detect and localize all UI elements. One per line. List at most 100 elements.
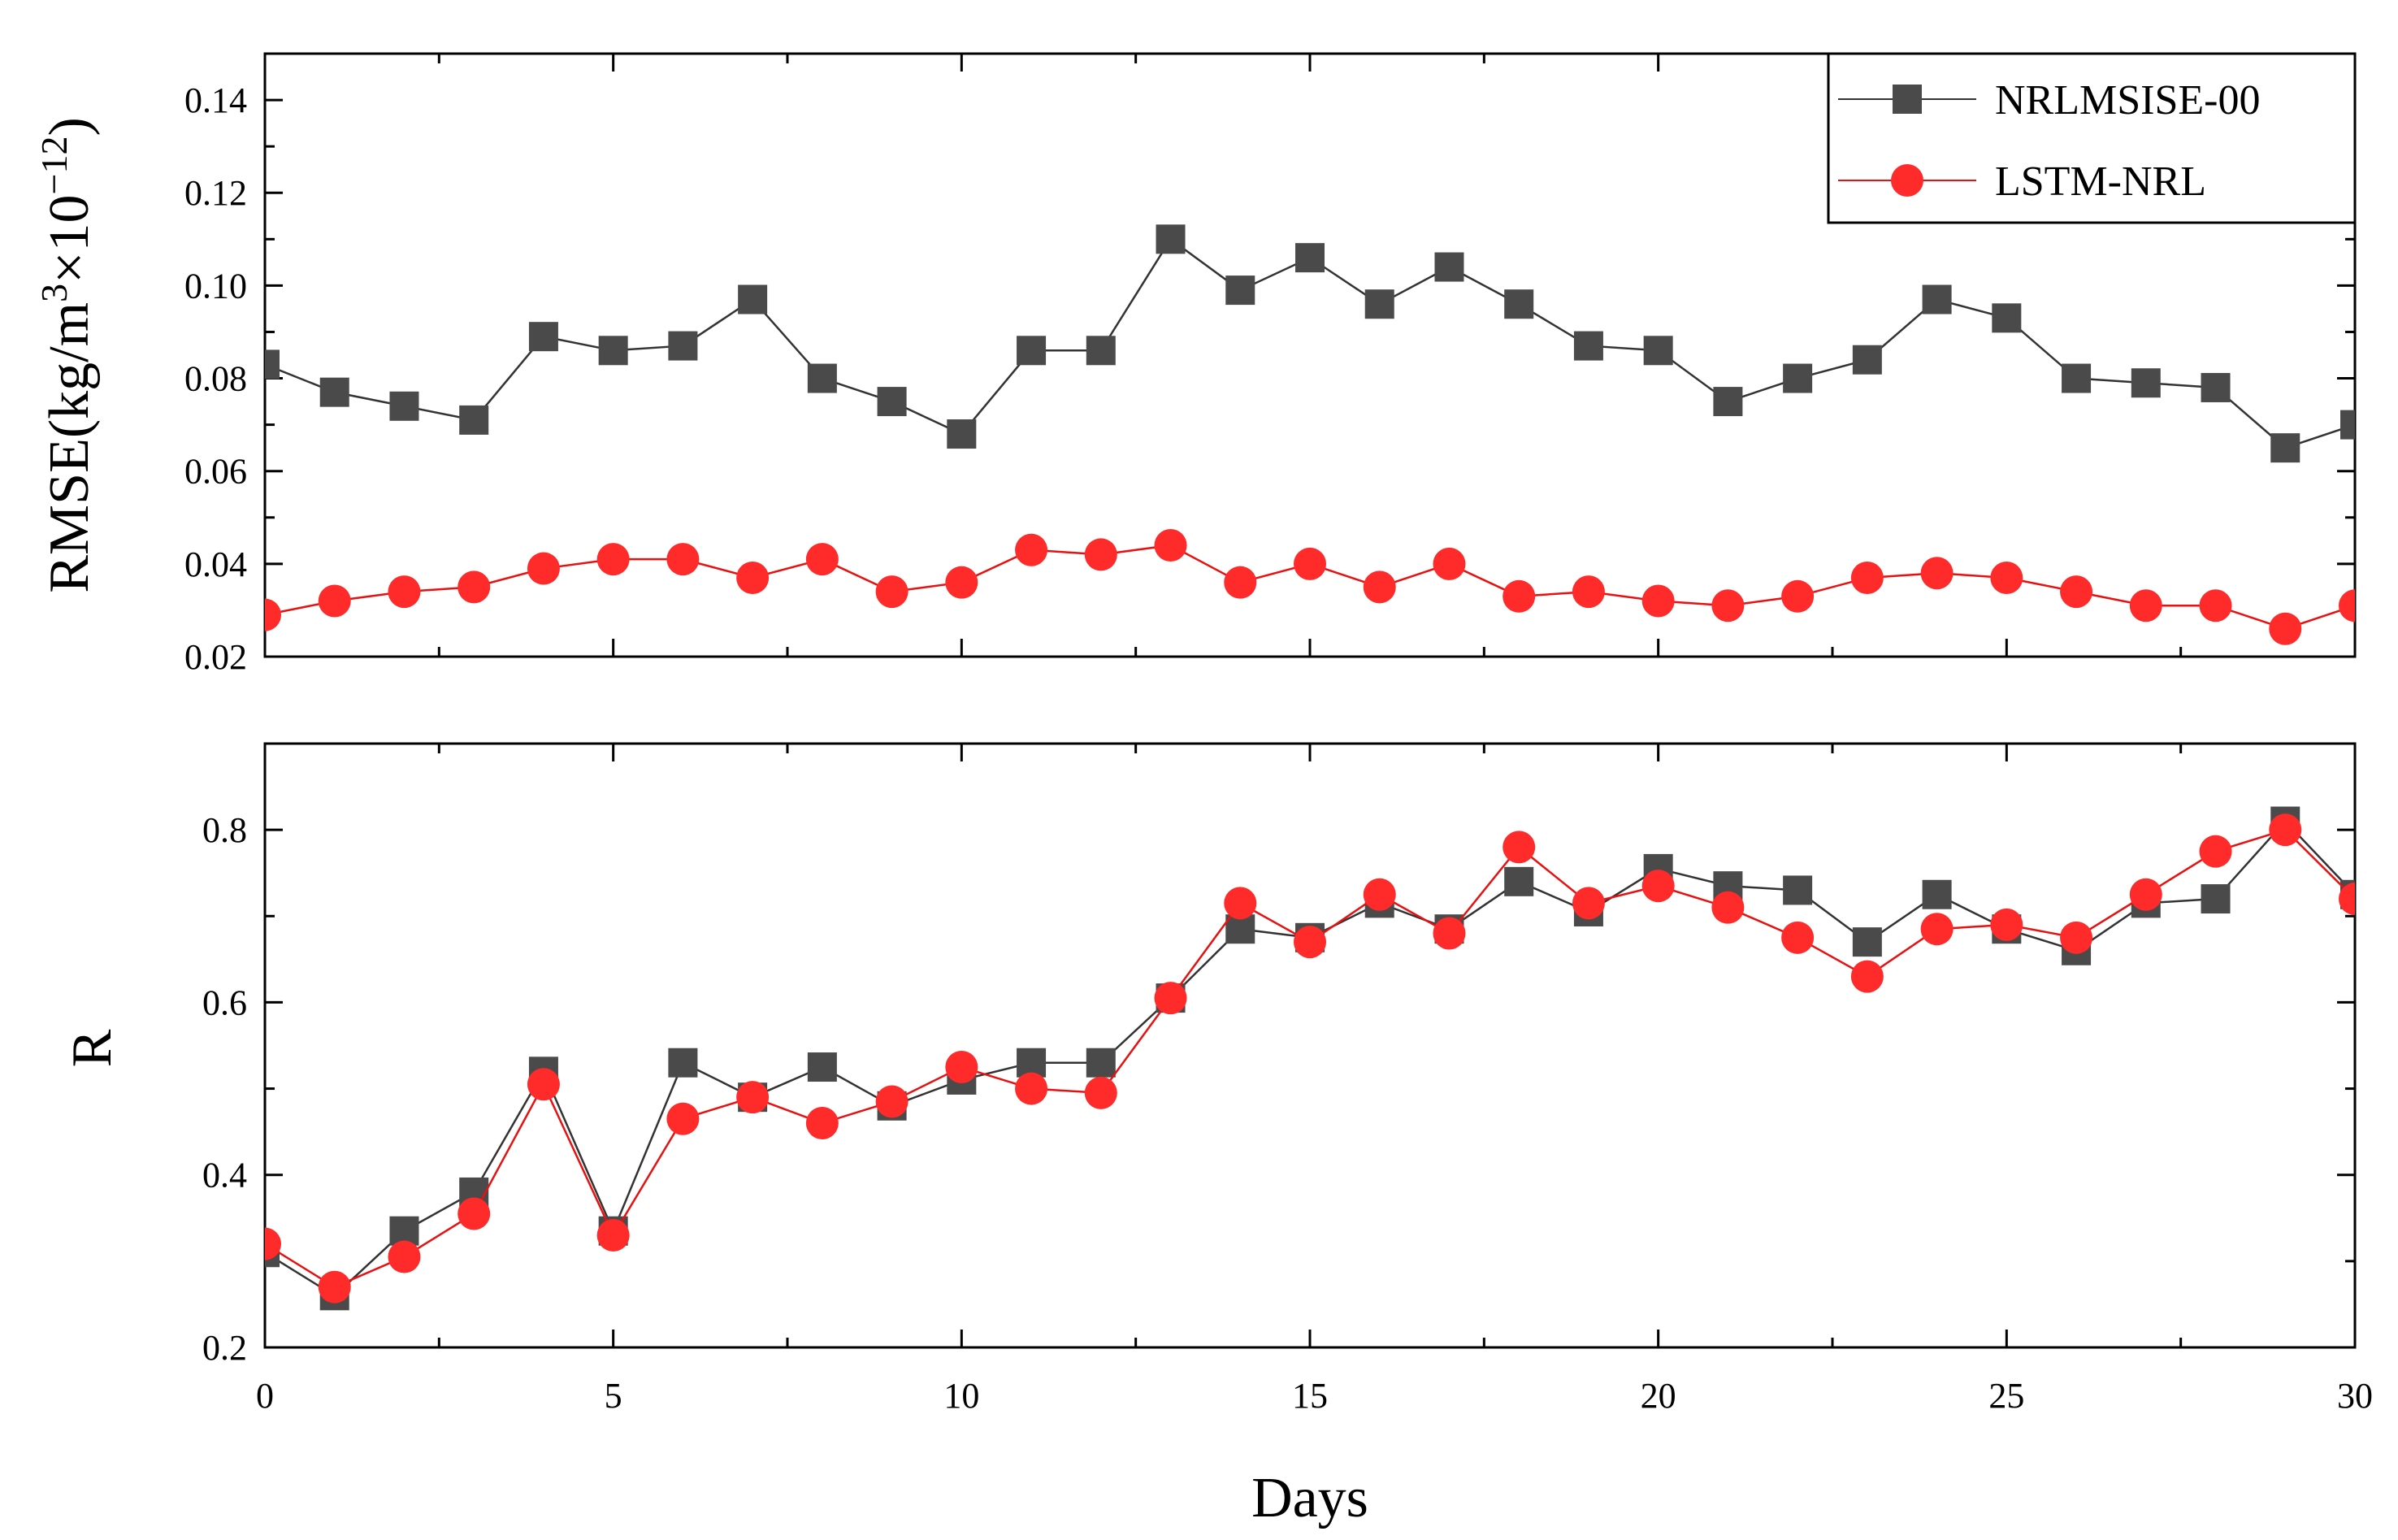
rmse-y-axis-title: RMSE(kg/m3×10−12) — [33, 117, 101, 593]
r-lstm-nrl-point — [265, 1227, 281, 1260]
rmse-nrlmsise-point — [1295, 243, 1325, 273]
rmse-lstm-nrl-point — [1084, 538, 1117, 571]
rmse-y-tick-label: 0.02 — [184, 637, 247, 677]
r-lstm-nrl-point — [875, 1085, 908, 1118]
r-lstm-nrl-point — [2129, 878, 2162, 911]
rmse-lstm-nrl-point — [2060, 575, 2093, 609]
rmse-lstm-nrl-point — [1154, 529, 1187, 562]
rmse-lstm-nrl-point — [1503, 579, 1536, 613]
rmse-lstm-nrl-point — [1433, 547, 1466, 580]
r-lstm-nrl-point — [457, 1197, 491, 1230]
rmse-lstm-nrl-point — [1990, 561, 2023, 594]
r-lstm-nrl-point — [1711, 891, 1745, 924]
r-lstm-nrl-point — [388, 1240, 421, 1273]
rmse-nrlmsise-point — [1156, 224, 1186, 254]
rmse-lstm-nrl-point — [527, 552, 560, 585]
rmse-lstm-nrl-point — [945, 566, 978, 599]
rmse-nrlmsise-point — [598, 336, 628, 366]
r-lstm-nrl-point — [2269, 813, 2302, 847]
r-series-group — [265, 806, 2355, 1311]
r-x-tick-label: 20 — [1641, 1376, 1676, 1416]
rmse-nrlmsise-point — [1992, 303, 2022, 333]
r-x-tick-label: 30 — [2337, 1376, 2373, 1416]
rmse-lstm-nrl-point — [1363, 570, 1396, 604]
rmse-nrlmsise-point — [1434, 252, 1464, 282]
rmse-lstm-nrl-point — [736, 561, 770, 594]
r-lstm-nrl-point — [1781, 921, 1815, 954]
legend-lstm-label: LSTM-NRL — [1995, 158, 2206, 205]
rmse-series-group — [265, 224, 2355, 645]
rmse-lstm-nrl-point — [1015, 533, 1048, 566]
rmse-nrlmsise-point — [1225, 275, 1255, 306]
r-lstm-nrl-point — [1224, 887, 1257, 920]
r-lstm-nrl-point — [1015, 1072, 1048, 1105]
r-lstm-nrl-point — [2339, 883, 2355, 916]
r-y-tick-label: 0.2 — [202, 1328, 247, 1368]
r-y-tick-label: 0.8 — [202, 810, 247, 850]
r-lstm-nrl-point — [1503, 831, 1536, 864]
r-lstm-nrl-point — [1920, 913, 1954, 946]
r-nrlmsise-point — [1852, 927, 1882, 957]
legend-lstm-marker — [1891, 164, 1923, 197]
r-lstm-nrl-point — [1990, 908, 2023, 941]
rmse-nrlmsise-point — [877, 387, 907, 417]
legend-nrl-marker — [1893, 85, 1922, 114]
r-nrlmsise-point — [807, 1052, 837, 1082]
r-lstm-nrl-point — [945, 1051, 978, 1084]
rmse-nrlmsise-point — [2340, 410, 2355, 440]
r-y-tick-label: 0.6 — [202, 983, 247, 1022]
rmse-nrlmsise-point — [265, 349, 280, 380]
r-x-tick-label: 10 — [943, 1376, 979, 1416]
rmse-lstm-nrl-point — [1641, 584, 1675, 618]
r-nrlmsise-point — [668, 1048, 698, 1078]
r-y-axis-title: R — [61, 1029, 124, 1067]
rmse-y-tick-label: 0.14 — [184, 80, 247, 120]
rmse-lstm-nrl-point — [666, 543, 700, 576]
rmse-lstm-nrl-point — [388, 575, 421, 609]
rmse-panel: 0.02 0.04 0.06 0.08 0.10 0.12 0.14 RMSE(kg/m3×… — [33, 52, 2357, 677]
rmse-nrlmsise-point — [459, 405, 489, 435]
r-lstm-nrl-point — [2060, 921, 2093, 954]
rmse-lstm-nrl-point — [1781, 579, 1815, 613]
rmse-nrlmsise-point — [1852, 345, 1882, 375]
r-x-tick-label: 5 — [605, 1376, 622, 1416]
r-lstm-nrl-point — [1294, 926, 1326, 959]
r-lstm-nrl-point — [666, 1102, 700, 1135]
rmse-nrlmsise-point — [1922, 284, 1952, 315]
r-nrlmsise-line — [265, 819, 2355, 1297]
r-x-tick-label: 0 — [256, 1376, 274, 1416]
rmse-lstm-nrl-point — [1572, 575, 1605, 609]
r-nrlmsise-point — [1783, 875, 1813, 905]
legend-nrl-label: NRLMSISE-00 — [1995, 77, 2260, 124]
r-lstm-nrl-point — [736, 1081, 770, 1114]
rmse-nrlmsise-point — [738, 284, 768, 315]
r-lstm-nrl-point — [1572, 887, 1605, 920]
legend-box — [1827, 52, 2357, 224]
r-x-tick-label: 15 — [1292, 1376, 1328, 1416]
rmse-nrlmsise-point — [1017, 336, 1047, 366]
r-lstm-nrl-point — [1154, 982, 1187, 1015]
rmse-nrlmsise-point — [528, 322, 558, 352]
r-lstm-nrl-point — [1363, 878, 1396, 911]
rmse-y-tick-label: 0.08 — [184, 359, 247, 399]
r-lstm-nrl-point — [318, 1270, 351, 1304]
r-lstm-nrl-point — [596, 1219, 630, 1252]
rmse-lstm-nrl-point — [2129, 589, 2162, 623]
rmse-lstm-nrl-point — [1920, 557, 1954, 590]
rmse-lstm-nrl-point — [457, 570, 491, 604]
r-lstm-nrl-point — [1641, 870, 1675, 903]
r-lstm-nrl-point — [805, 1107, 839, 1140]
r-lstm-nrl-point — [527, 1068, 560, 1101]
x-axis-title: Days — [1251, 1467, 1368, 1529]
rmse-nrlmsise-point — [1573, 331, 1603, 361]
r-lstm-nrl-point — [1084, 1076, 1117, 1109]
legend: NRLMSISE-00 LSTM-NRL — [1827, 52, 2357, 224]
rmse-nrlmsise-point — [1643, 336, 1673, 366]
rmse-nrlmsise-point — [319, 377, 349, 407]
r-nrlmsise-point — [1504, 866, 1534, 896]
rmse-lstm-nrl-point — [318, 584, 351, 618]
rmse-lstm-nrl-point — [2269, 612, 2302, 645]
rmse-lstm-nrl-point — [1850, 561, 1884, 594]
rmse-nrlmsise-point — [1713, 387, 1743, 417]
rmse-lstm-nrl-point — [265, 598, 281, 631]
